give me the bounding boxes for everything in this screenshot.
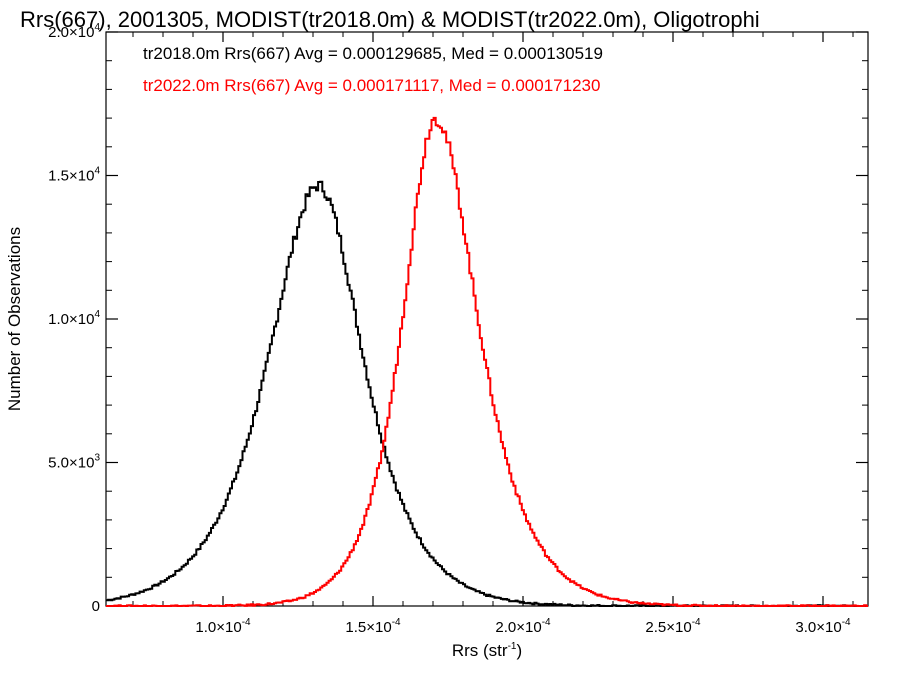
x-tick-labels: 1.0×10-4 1.5×10-4 2.0×10-4 2.5×10-4 3.0×10-4 bbox=[195, 617, 851, 636]
legend-entry-tr2022: tr2022.0m Rrs(667) Avg = 0.000171117, Me… bbox=[143, 76, 600, 95]
axis-ticks bbox=[106, 31, 868, 607]
x-tick-label: 3.0×10-4 bbox=[795, 617, 851, 636]
y-tick-label: 5.0×103 bbox=[48, 453, 100, 472]
series-line-1 bbox=[106, 116, 868, 607]
series-line-0 bbox=[106, 180, 868, 607]
y-tick-label: 1.0×104 bbox=[48, 309, 100, 328]
y-tick-label: 2.0×104 bbox=[48, 22, 100, 41]
x-tick-label: 2.0×10-4 bbox=[495, 617, 551, 636]
x-tick-label: 1.5×10-4 bbox=[345, 617, 401, 636]
series-lines bbox=[106, 116, 868, 607]
x-tick-label: 2.5×10-4 bbox=[645, 617, 701, 636]
legend-entry-tr2018: tr2018.0m Rrs(667) Avg = 0.000129685, Me… bbox=[143, 44, 603, 63]
y-axis-label: Number of Observations bbox=[5, 227, 24, 411]
x-tick-label: 1.0×10-4 bbox=[195, 617, 251, 636]
y-tick-label: 0 bbox=[92, 598, 100, 615]
y-tick-labels: 0 5.0×103 1.0×104 1.5×104 2.0×104 bbox=[48, 22, 100, 615]
x-axis-label: Rrs (str-1) bbox=[452, 641, 522, 660]
plot-frame bbox=[105, 31, 869, 607]
y-tick-label: 1.5×104 bbox=[48, 166, 100, 185]
chart-title: Rrs(667), 2001305, MODIST(tr2018.0m) & M… bbox=[20, 7, 760, 32]
